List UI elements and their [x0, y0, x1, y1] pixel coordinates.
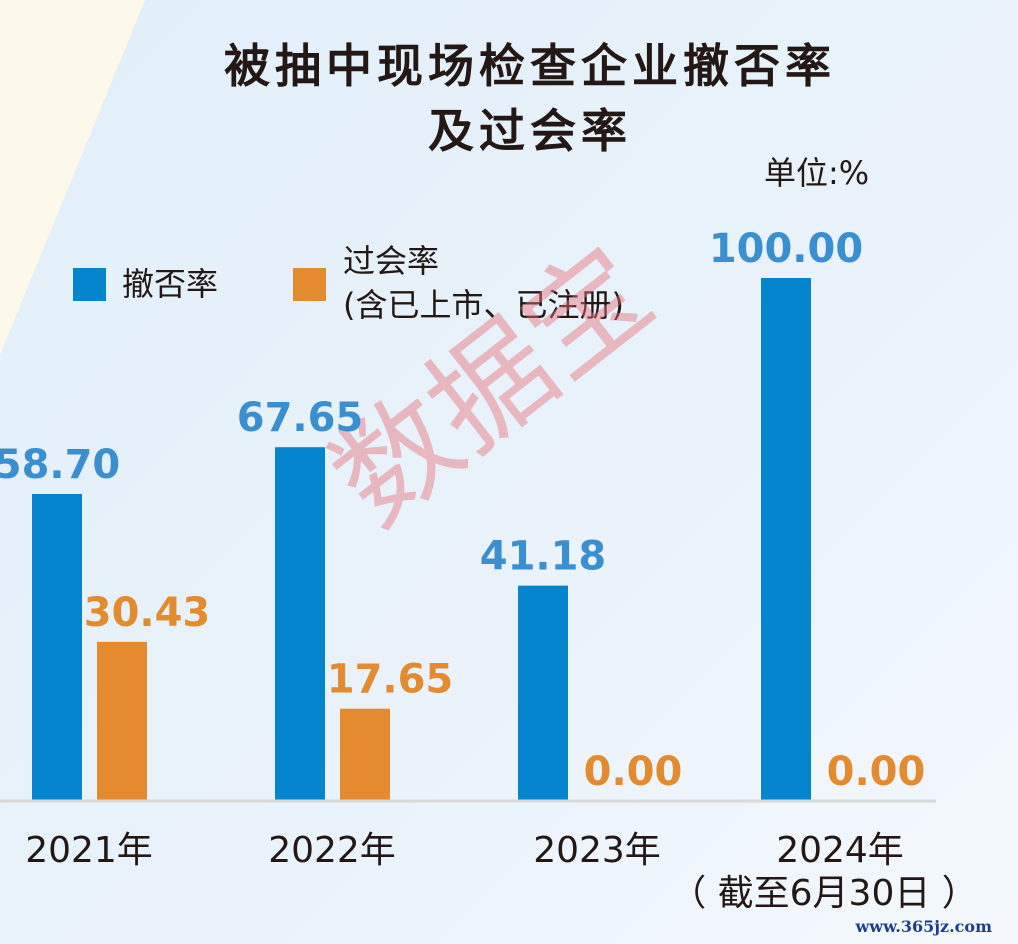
- x-tick-label: 2023年: [533, 830, 661, 871]
- bar-withdraw-rate-0: [32, 493, 82, 801]
- data-label: 0.00: [584, 749, 683, 795]
- unit-label: 单位:%: [764, 154, 870, 192]
- data-label: 67.65: [237, 395, 364, 441]
- data-label: 17.65: [327, 657, 454, 703]
- x-tick-note: （ 截至6月30日 ）: [670, 873, 978, 914]
- legend-label-withdraw-rate: 撤否率: [122, 265, 219, 303]
- data-label: 100.00: [709, 226, 863, 272]
- chart-title-line-2: 及过会率: [428, 104, 632, 158]
- bar-withdraw-rate-1: [275, 447, 325, 801]
- chart-title-line-1: 被抽中现场检查企业撤否率: [224, 39, 836, 93]
- data-label: 41.18: [480, 534, 607, 580]
- data-label: 0.00: [827, 749, 926, 795]
- legend-label-pass-rate-line-1: 过会率: [343, 242, 440, 280]
- x-tick-label: 2022年: [268, 830, 396, 871]
- x-tick-label: 2024年: [776, 830, 904, 871]
- legend-label-pass-rate-line-2: (含已上市、已注册): [343, 286, 624, 324]
- bar-pass-rate-1: [340, 708, 390, 801]
- x-tick-label: 2021年: [25, 830, 153, 871]
- legend-swatch-withdraw-rate: [73, 268, 106, 301]
- bar-withdraw-rate-3: [761, 278, 811, 801]
- data-label: 30.43: [84, 590, 211, 636]
- legend-swatch-pass-rate: [293, 268, 326, 301]
- site-watermark: www.365jz.com: [855, 917, 992, 936]
- bar-withdraw-rate-2: [518, 585, 568, 801]
- bar-pass-rate-0: [97, 641, 147, 801]
- data-label: 58.70: [0, 442, 120, 488]
